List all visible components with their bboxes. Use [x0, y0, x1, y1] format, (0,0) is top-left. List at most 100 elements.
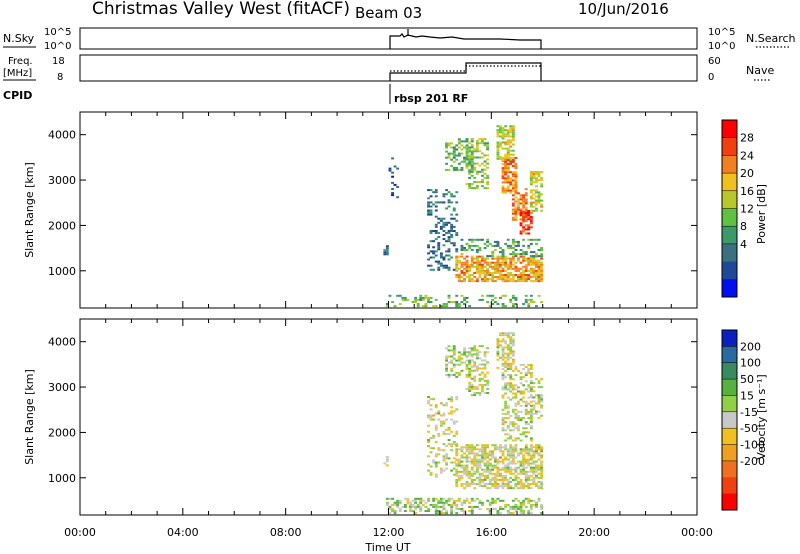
velocity-data-cell — [475, 448, 479, 451]
power-data-cell — [522, 226, 526, 229]
velocity-data-cell — [509, 398, 513, 401]
velocity-data-cell — [391, 497, 394, 500]
velocity-data-cell — [470, 508, 474, 510]
velocity-data-cell — [460, 361, 464, 364]
velocity-data-cell — [524, 460, 528, 463]
velocity-data-cell — [445, 373, 448, 376]
velocity-data-cell — [393, 501, 397, 504]
beam-title: Beam 03 — [355, 4, 422, 22]
velocity-data-cell — [468, 474, 472, 477]
velocity-data-cell — [509, 450, 513, 453]
power-data-cell — [517, 242, 520, 245]
power-data-cell — [496, 259, 500, 262]
power-data-cell — [491, 244, 495, 247]
velocity-data-cell — [465, 466, 469, 469]
velocity-data-cell — [527, 372, 531, 375]
velocity-data-cell — [488, 501, 492, 504]
power-data-cell — [517, 208, 520, 211]
power-data-cell — [535, 177, 538, 180]
velocity-data-cell — [537, 487, 541, 490]
velocity-data-cell — [519, 468, 523, 471]
velocity-data-cell — [465, 474, 469, 477]
power-data-cell — [529, 203, 533, 206]
velocity-colorbar-swatch — [722, 330, 737, 347]
velocity-data-cell — [511, 423, 515, 426]
velocity-data-cell — [504, 439, 508, 442]
power-data-cell — [447, 248, 451, 251]
velocity-data-cell — [506, 334, 510, 337]
velocity-data-cell — [445, 453, 448, 456]
velocity-data-cell — [509, 374, 513, 377]
power-data-cell — [496, 303, 500, 305]
velocity-data-cell — [519, 439, 523, 442]
velocity-data-cell — [506, 348, 510, 351]
velocity-data-cell — [398, 499, 402, 502]
power-colorbar-swatch — [722, 173, 737, 192]
velocity-data-cell — [501, 487, 505, 490]
power-data-cell — [511, 210, 515, 213]
power-data-cell — [499, 157, 502, 160]
velocity-data-cell — [442, 469, 446, 472]
velocity-data-cell — [524, 481, 528, 483]
power-data-cell — [511, 194, 515, 197]
velocity-data-cell — [463, 349, 466, 352]
velocity-data-cell — [529, 448, 533, 451]
velocity-data-cell — [540, 394, 544, 397]
power-data-cell — [432, 250, 436, 253]
power-data-cell — [414, 301, 418, 303]
velocity-data-cell — [506, 358, 510, 361]
velocity-data-cell — [437, 447, 441, 450]
power-data-cell — [509, 139, 513, 142]
power-data-cell — [465, 267, 469, 270]
velocity-data-cell — [509, 508, 513, 510]
power-data-cell — [509, 125, 513, 128]
power-data-cell — [501, 263, 505, 266]
velocity-colorbar-swatch — [722, 411, 737, 429]
power-colorbar-label: 8 — [740, 220, 747, 233]
velocity-data-cell — [442, 422, 446, 425]
velocity-data-cell — [403, 497, 407, 500]
velocity-data-cell — [465, 446, 469, 449]
velocity-data-cell — [483, 367, 487, 370]
velocity-data-cell — [532, 412, 536, 415]
velocity-data-cell — [385, 501, 389, 504]
power-data-cell — [529, 181, 533, 184]
power-data-cell — [457, 305, 461, 308]
power-data-cell — [463, 298, 466, 301]
velocity-data-cell — [519, 376, 523, 379]
velocity-data-cell — [540, 448, 544, 451]
velocity-data-cell — [463, 501, 466, 504]
velocity-data-cell — [522, 458, 526, 461]
power-data-cell — [442, 217, 446, 220]
power-data-cell — [460, 280, 464, 283]
velocity-data-cell — [465, 355, 469, 358]
power-data-cell — [514, 253, 518, 256]
velocity-colorbar-label: -200 — [740, 455, 765, 468]
velocity-data-cell — [419, 497, 423, 500]
velocity-colorbar-label: 200 — [740, 340, 761, 353]
velocity-data-cell — [509, 456, 513, 459]
velocity-data-cell — [511, 358, 515, 361]
power-data-cell — [514, 185, 518, 188]
velocity-data-cell — [434, 461, 438, 464]
velocity-data-cell — [473, 345, 477, 348]
velocity-data-cell — [514, 466, 518, 469]
velocity-data-cell — [486, 347, 490, 350]
power-data-cell — [460, 271, 464, 274]
velocity-data-cell — [447, 439, 451, 441]
velocity-data-cell — [414, 499, 418, 502]
power-data-cell — [460, 255, 464, 258]
power-data-cell — [537, 265, 541, 268]
power-data-cell — [524, 232, 528, 235]
velocity-data-cell — [519, 419, 523, 421]
velocity-data-cell — [517, 410, 520, 413]
velocity-data-cell — [511, 446, 515, 449]
velocity-data-cell — [504, 446, 508, 449]
velocity-data-cell — [504, 458, 508, 461]
power-data-cell — [496, 147, 500, 150]
power-data-cell — [540, 274, 544, 276]
power-data-cell — [529, 263, 533, 266]
power-data-cell — [506, 165, 510, 168]
power-data-cell — [447, 296, 451, 299]
velocity-data-cell — [535, 501, 538, 504]
